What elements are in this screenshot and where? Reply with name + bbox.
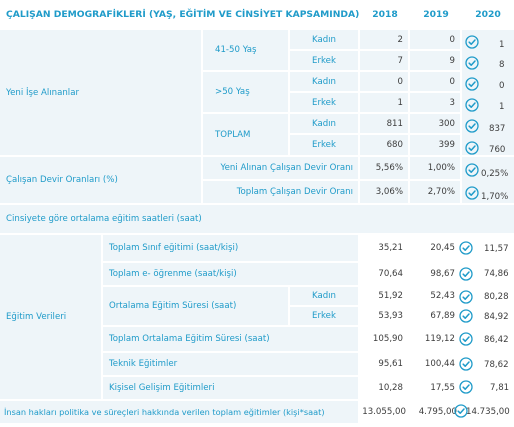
turnover-new-label: Yeni Alınan Çalışan Devir Oranı <box>203 157 358 179</box>
cell-2019: 100,44 <box>410 353 460 375</box>
cell-2018: 680 <box>360 135 408 155</box>
human-rights-label: İnsan hakları politika ve süreçleri hakk… <box>0 401 358 423</box>
cell-2018: 95,61 <box>360 353 408 375</box>
cell-2018: 2 <box>360 30 408 49</box>
cell-2020: 837 <box>489 124 506 134</box>
check-circle-icon <box>465 119 479 133</box>
cell-2018: 70,64 <box>360 263 408 285</box>
check-circle-icon <box>459 357 473 371</box>
section-turnover: Çalışan Devir Oranları (%) <box>0 157 201 203</box>
cell-2020: 0 <box>499 81 505 91</box>
cell-2018: 13.055,00 <box>360 401 408 423</box>
gender-male: Erkek <box>290 307 358 325</box>
cell-2020: 80,28 <box>484 292 509 302</box>
cell-2018: 35,21 <box>360 235 408 261</box>
cell-2019: 1,00% <box>410 157 460 179</box>
cell-2019: 119,12 <box>410 327 460 351</box>
table-title: ÇALIŞAN DEMOGRAFİKLERİ (YAŞ, EĞİTİM VE C… <box>6 0 361 28</box>
cell-2020: 0,25% <box>481 169 509 179</box>
cell-2020: 760 <box>489 145 506 155</box>
gender-female: Kadın <box>290 114 358 133</box>
cell-2019: 0 <box>410 30 460 49</box>
gender-training-hours-row: Cinsiyete göre ortalama eğitim saatleri … <box>0 205 514 233</box>
training-personal-label: Kişisel Gelişim Eğitimleri <box>103 377 358 399</box>
cell-2018: 10,28 <box>360 377 408 399</box>
year-2019-header: 2019 <box>410 0 462 28</box>
check-circle-icon <box>459 332 473 346</box>
col-2020-bg <box>462 235 514 399</box>
cell-2019: 20,45 <box>410 235 460 261</box>
cell-2018: 7 <box>360 51 408 70</box>
cell-2018: 105,90 <box>360 327 408 351</box>
year-2020-header: 2020 <box>462 0 514 28</box>
cell-2020: 1,70% <box>481 192 509 202</box>
check-circle-icon <box>459 290 473 304</box>
cell-2018: 51,92 <box>360 287 408 305</box>
group-41-50: 41-50 Yaş <box>203 30 288 70</box>
check-circle-icon <box>459 241 473 255</box>
cell-2019: 300 <box>410 114 460 133</box>
training-total-avg-label: Toplam Ortalama Eğitim Süresi (saat) <box>103 327 358 351</box>
cell-2019: 67,89 <box>410 307 460 325</box>
cell-2018: 0 <box>360 72 408 91</box>
gender-female: Kadın <box>290 287 358 305</box>
cell-2020: 11,57 <box>484 244 509 254</box>
check-circle-icon <box>465 35 479 49</box>
cell-2019: 3 <box>410 93 460 112</box>
gender-male: Erkek <box>290 93 358 112</box>
check-circle-icon <box>465 77 479 91</box>
check-circle-icon <box>459 309 473 323</box>
cell-2020: 8 <box>499 60 505 70</box>
group-50-plus: >50 Yaş <box>203 72 288 112</box>
cell-2020: 1 <box>499 102 505 112</box>
check-circle-icon <box>459 380 473 394</box>
group-total: TOPLAM <box>203 114 288 155</box>
check-circle-icon <box>459 267 473 281</box>
cell-2020: 7,81 <box>490 383 510 393</box>
cell-2020: 1 <box>499 40 505 50</box>
gender-male: Erkek <box>290 51 358 70</box>
cell-2019: 4.795,00 <box>410 401 460 423</box>
check-circle-icon <box>465 186 479 200</box>
cell-2019: 2,70% <box>410 181 460 203</box>
training-elearn-label: Toplam e- öğrenme (saat/kişi) <box>103 263 358 285</box>
year-2018-header: 2018 <box>360 0 410 28</box>
cell-2019: 52,43 <box>410 287 460 305</box>
cell-2019: 17,55 <box>410 377 460 399</box>
training-class-label: Toplam Sınıf eğitimi (saat/kişi) <box>103 235 358 261</box>
gender-female: Kadın <box>290 30 358 49</box>
cell-2019: 9 <box>410 51 460 70</box>
cell-2020: 86,42 <box>484 335 509 345</box>
cell-2019: 399 <box>410 135 460 155</box>
check-circle-icon <box>454 404 468 418</box>
cell-2018: 53,93 <box>360 307 408 325</box>
check-circle-icon <box>465 56 479 70</box>
gender-male: Erkek <box>290 135 358 155</box>
check-circle-icon <box>465 98 479 112</box>
cell-2020: 78,62 <box>484 360 509 370</box>
cell-2018: 3,06% <box>360 181 408 203</box>
cell-2018: 1 <box>360 93 408 112</box>
section-new-hires: Yeni İşe Alınanlar <box>0 30 201 155</box>
training-tech-label: Teknik Eğitimler <box>103 353 358 375</box>
check-circle-icon <box>465 141 479 155</box>
col-2020-bg <box>462 401 514 423</box>
training-avg-label: Ortalama Eğitim Süresi (saat) <box>103 287 288 325</box>
cell-2020: 14.735,00 <box>466 407 510 417</box>
gender-female: Kadın <box>290 72 358 91</box>
section-training: Eğitim Verileri <box>0 235 101 399</box>
cell-2018: 811 <box>360 114 408 133</box>
col-2020-bg <box>462 30 514 155</box>
check-circle-icon <box>465 163 479 177</box>
cell-2020: 74,86 <box>484 269 509 279</box>
cell-2019: 0 <box>410 72 460 91</box>
cell-2020: 84,92 <box>484 312 509 322</box>
cell-2019: 98,67 <box>410 263 460 285</box>
cell-2018: 5,56% <box>360 157 408 179</box>
turnover-total-label: Toplam Çalışan Devir Oranı <box>203 181 358 203</box>
